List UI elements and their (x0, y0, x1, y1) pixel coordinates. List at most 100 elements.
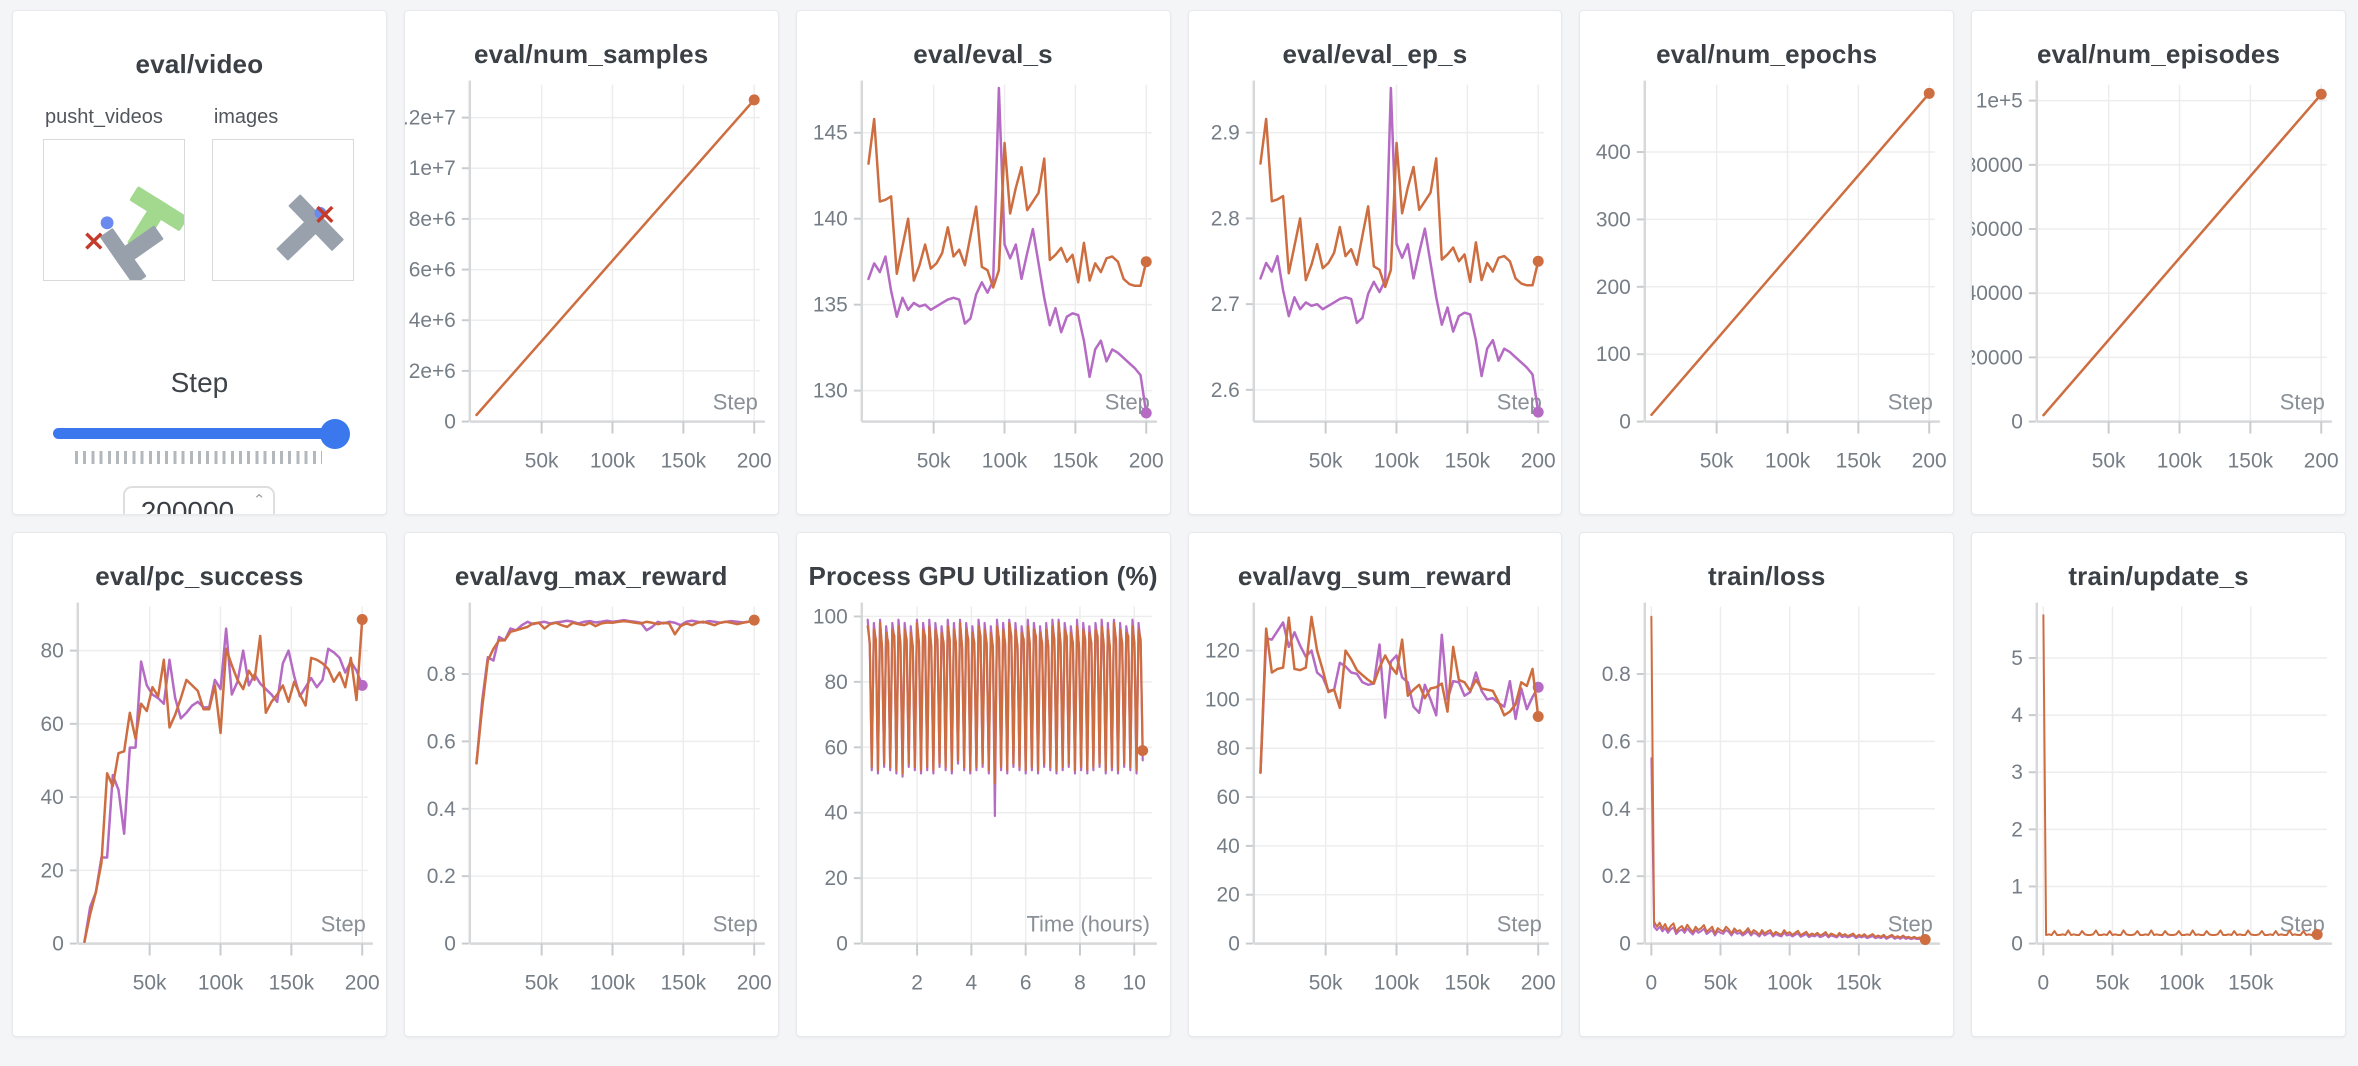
svg-text:50k: 50k (525, 449, 559, 472)
svg-text:200: 200 (1596, 276, 1631, 299)
svg-text:20: 20 (41, 859, 64, 882)
svg-text:5: 5 (2011, 647, 2023, 670)
chart-title: eval/num_episodes (2036, 39, 2281, 69)
svg-text:0: 0 (2038, 971, 2050, 994)
chart-canvas[interactable]: 50k 100k 150k 200 0 20 40 60 80 100 120 Step (1189, 592, 1562, 1024)
pusht-videos-label: pusht_videos (45, 106, 163, 128)
step-slider[interactable] (53, 419, 350, 449)
svg-text:0: 0 (2011, 411, 2023, 434)
chart-canvas[interactable]: 50k 100k 150k 200 0 2e+6 4e+6 6e+6 8e+6 1e+7 1.2e+… (405, 70, 778, 502)
chevron-up-icon[interactable]: ⌃ (252, 492, 266, 509)
svg-text:200: 200 (1520, 971, 1555, 994)
svg-text:1e+5: 1e+5 (1976, 90, 2023, 113)
svg-text:8e+6: 8e+6 (409, 208, 456, 231)
chart-title: eval/num_epochs (1656, 39, 1878, 69)
svg-text:0.8: 0.8 (427, 663, 456, 686)
block-t-shape (276, 194, 344, 261)
chart-canvas[interactable]: 50k 100k 150k 200 0 20 40 60 80 Step (13, 592, 386, 1024)
svg-text:145: 145 (813, 122, 848, 145)
step-spinner: ⌃ ⌄ (252, 492, 266, 514)
svg-text:100k: 100k (1373, 449, 1419, 472)
svg-text:100k: 100k (2159, 971, 2205, 994)
chart-panel-eval-pc-success: eval/pc_success 50k 100k 150k 200 0 20 40 60 80 S… (12, 532, 387, 1037)
step-input-group: ⌃ ⌄ (123, 486, 276, 514)
chart-canvas[interactable]: 0 50k 100k 150k 0 0.2 0.4 0.6 0.8 Step (1580, 592, 1953, 1024)
svg-text:20: 20 (824, 867, 847, 890)
chart-panel-eval-num-samples: eval/num_samples 50k 100k 150k 200 0 2e+6 4e+6… (403, 10, 779, 515)
svg-text:100k: 100k (1767, 971, 1813, 994)
svg-text:150k: 150k (661, 449, 707, 472)
svg-text:Step: Step (1888, 912, 1933, 937)
images-label: images (213, 106, 279, 128)
block-t-shape (100, 225, 164, 280)
svg-text:0: 0 (1620, 933, 1632, 956)
slider-thumb[interactable] (319, 419, 350, 449)
chart-panel-train-loss: train/loss 0 50k 100k 150k 0 0.2 0.4 0.6 0.8 Step (1579, 532, 1955, 1037)
svg-text:0.6: 0.6 (1602, 730, 1631, 753)
svg-text:100k: 100k (198, 971, 244, 994)
svg-text:0: 0 (836, 933, 848, 956)
svg-text:4e+6: 4e+6 (409, 309, 456, 332)
chart-title: eval/eval_s (913, 39, 1053, 69)
svg-text:200: 200 (1912, 449, 1947, 472)
svg-text:20: 20 (1216, 884, 1239, 907)
chevron-down-icon[interactable]: ⌄ (253, 511, 266, 514)
svg-text:0.6: 0.6 (427, 730, 456, 753)
images-frame (276, 194, 344, 261)
svg-text:150k: 150k (1444, 971, 1490, 994)
chart-panel-eval-num-episodes: eval/num_episodes 50k 100k 150k 200 0 20000 40… (1971, 10, 2346, 515)
svg-text:100k: 100k (1373, 971, 1419, 994)
svg-text:2.9: 2.9 (1210, 122, 1239, 145)
svg-text:60: 60 (41, 713, 64, 736)
svg-text:120: 120 (1204, 640, 1239, 663)
svg-text:150k: 150k (269, 971, 315, 994)
chart-title: eval/eval_ep_s (1282, 39, 1468, 69)
pusht-video-thumbnail[interactable] (43, 139, 185, 281)
svg-text:150k: 150k (1052, 449, 1098, 472)
svg-text:200: 200 (2304, 449, 2339, 472)
chart-panel-eval-avg-max-reward: eval/avg_max_reward 50k 100k 150k 200 0 0.2 0.… (403, 532, 779, 1037)
svg-text:0.4: 0.4 (1602, 798, 1631, 821)
svg-text:Step: Step (1888, 390, 1933, 415)
svg-text:200: 200 (737, 449, 772, 472)
chart-panel-train-update-s: train/update_s 0 50k 100k 150k 0 1 2 3 4 5 Step (1971, 532, 2346, 1037)
slider-track[interactable] (53, 428, 336, 439)
svg-text:100: 100 (1596, 343, 1631, 366)
chart-title: eval/avg_max_reward (454, 561, 728, 591)
svg-text:2.6: 2.6 (1210, 379, 1239, 402)
svg-text:1.2e+7: 1.2e+7 (405, 107, 456, 130)
svg-text:80: 80 (41, 640, 64, 663)
chart-canvas[interactable]: 50k 100k 150k 200 0 0.2 0.4 0.6 0.8 Step (405, 592, 778, 1024)
svg-text:150k: 150k (1836, 449, 1882, 472)
chart-panel-process-gpu-utilization: Process GPU Utilization (%) 2 4 6 8 10 0 20 40 6… (795, 532, 1171, 1037)
svg-text:200: 200 (1520, 449, 1555, 472)
chart-title: eval/num_samples (474, 39, 709, 69)
goal-cross-icon (85, 232, 103, 250)
svg-text:Step: Step (2280, 390, 2325, 415)
svg-text:40: 40 (824, 802, 847, 825)
svg-text:6e+6: 6e+6 (409, 259, 456, 282)
chart-title: eval/avg_sum_reward (1237, 561, 1512, 591)
chart-canvas[interactable]: 50k 100k 150k 200 0 20000 40000 60000 80000 1e+5 S… (1972, 70, 2345, 502)
svg-text:1e+7: 1e+7 (409, 157, 456, 180)
svg-text:0: 0 (1228, 933, 1240, 956)
step-value-input[interactable] (123, 486, 276, 514)
svg-text:400: 400 (1596, 141, 1631, 164)
svg-text:200: 200 (737, 971, 772, 994)
svg-text:50k: 50k (916, 449, 950, 472)
svg-text:2.8: 2.8 (1210, 207, 1239, 230)
svg-text:1: 1 (2011, 875, 2023, 898)
images-thumbnail[interactable] (211, 139, 354, 281)
svg-text:3: 3 (2011, 761, 2023, 784)
chart-canvas[interactable]: 50k 100k 150k 200 0 100 200 300 400 Step (1580, 70, 1953, 502)
svg-text:20000: 20000 (1972, 346, 2023, 369)
svg-text:Step: Step (713, 912, 758, 937)
panel-eval-video: eval/video pusht_videos (12, 10, 387, 515)
svg-text:100: 100 (1204, 688, 1239, 711)
svg-text:200: 200 (345, 971, 380, 994)
svg-text:0: 0 (444, 933, 456, 956)
